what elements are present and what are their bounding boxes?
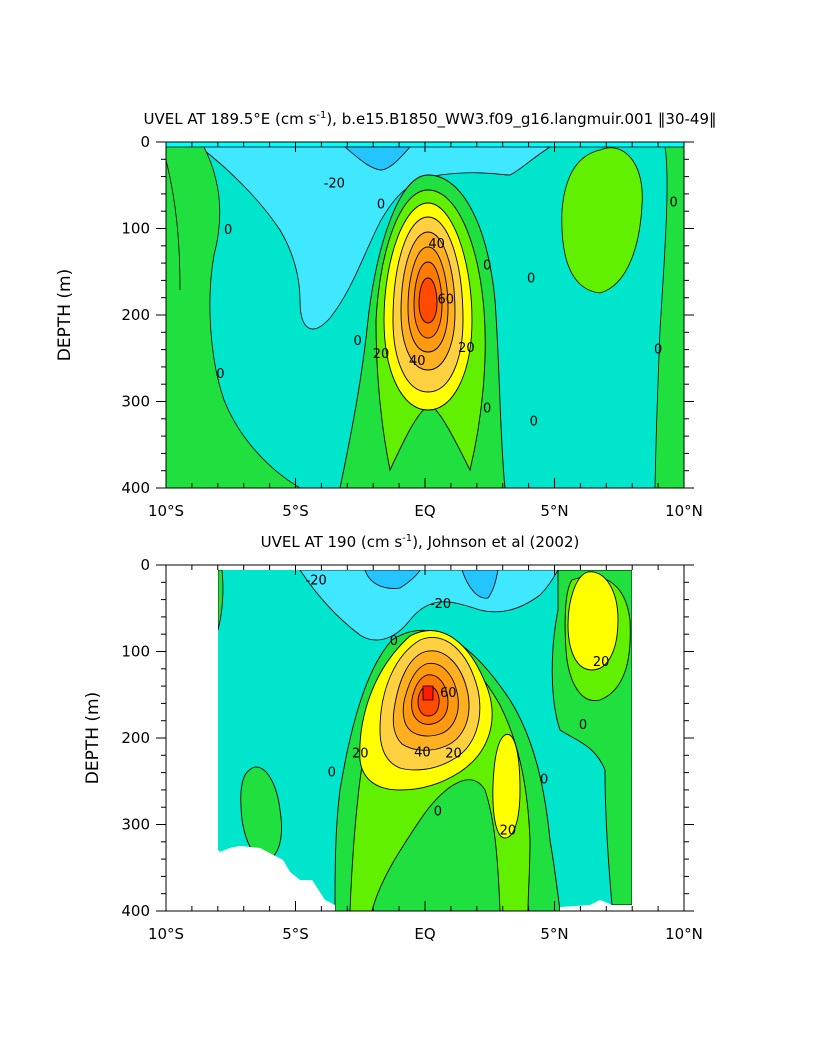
contour-label: 0 (669, 196, 677, 211)
contour-fill-east-lime (561, 147, 643, 294)
contour-label: 0 (483, 401, 491, 416)
contour-label: 0 (527, 272, 535, 287)
contour-label: 20 (500, 824, 517, 839)
panel-model: UVEL AT 189.5°E (cm s-1), b.e15.B1850_WW… (55, 110, 717, 520)
contour-label: 0 (434, 805, 442, 820)
x-tick-label: 5°S (282, 502, 309, 520)
contour-label: 60 (440, 686, 457, 701)
contour-fill-neg20-to-neg30 (364, 569, 421, 589)
contour-fill-neg20-to-neg30 (461, 569, 499, 599)
y-tick-label: 400 (121, 902, 150, 920)
contour-fill-neg10-to-neg20 (198, 146, 552, 330)
contour-label: 0 (530, 414, 538, 429)
contour-label: 0 (654, 343, 662, 358)
contour-label: 0 (224, 223, 232, 238)
contour-label: 0 (579, 718, 587, 733)
y-tick-label: 200 (121, 306, 150, 324)
contour-label: 0 (390, 634, 398, 649)
contour-label: 20 (352, 747, 369, 762)
x-tick-label: 10°S (148, 925, 184, 943)
panel-obs-contour-labels: -20 -20 0 60 20 40 20 0 0 20 0 20 0 (306, 574, 610, 839)
contour-fill-east-yellow (567, 571, 619, 671)
contour-label: 40 (428, 237, 445, 252)
x-tick-label: EQ (414, 502, 435, 520)
y-tick-label: 100 (121, 643, 150, 661)
contour-fill-west-edge (217, 569, 224, 631)
contour-label: -20 (306, 574, 327, 589)
contour-label: 20 (593, 655, 610, 670)
x-tick-label: 5°S (282, 925, 309, 943)
y-tick-label: 100 (121, 220, 150, 238)
contour-label: 0 (540, 773, 548, 788)
contour-label: 20 (373, 347, 390, 362)
y-tick-label: 300 (121, 393, 150, 411)
contour-line (166, 159, 181, 291)
contour-fill-3n-jet (492, 733, 521, 839)
panel-obs-nodata-mask (166, 565, 335, 911)
contour-label: -20 (430, 597, 451, 612)
panel-model-contour-field: -20 0 0 0 0 40 60 20 40 20 0 0 0 0 0 0 (166, 142, 684, 488)
contour-label: 0 (354, 334, 362, 349)
panel-obs-contour-field: -20 -20 0 60 20 40 20 0 0 20 0 20 0 (217, 569, 633, 911)
y-tick-label: 200 (121, 729, 150, 747)
jet-fill-70 (418, 277, 438, 324)
contour-label: 0 (216, 367, 224, 382)
panel-model-ylabel: DEPTH (m) (55, 269, 75, 361)
contour-label: 0 (483, 259, 491, 274)
x-tick-label: EQ (414, 925, 435, 943)
contour-fill-neg20-to-neg30 (343, 146, 411, 171)
contour-label: -20 (324, 177, 345, 192)
contour-label: 0 (328, 766, 336, 781)
x-tick-label: 10°N (665, 925, 703, 943)
y-tick-label: 0 (140, 133, 150, 151)
panel-obs: UVEL AT 190 (cm s-1), Johnson et al (200… (83, 533, 703, 943)
jet-fill-core (422, 685, 434, 701)
panel-model-title: UVEL AT 189.5°E (cm s-1), b.e15.B1850_WW… (143, 110, 716, 129)
y-tick-label: 0 (140, 556, 150, 574)
x-tick-label: 5°N (540, 502, 568, 520)
contour-fill-west-positive (166, 146, 301, 488)
contour-label: 20 (445, 747, 462, 762)
x-tick-label: 10°S (148, 502, 184, 520)
panel-obs-ylabel: DEPTH (m) (83, 692, 103, 784)
contour-label: 40 (414, 746, 431, 761)
contour-label: 20 (458, 341, 475, 356)
panel-obs-nodata-mask-east (560, 565, 684, 911)
contour-label: 0 (377, 197, 385, 212)
contour-label: 60 (437, 292, 454, 307)
contour-label: 40 (409, 354, 426, 369)
x-tick-label: 5°N (540, 925, 568, 943)
y-tick-label: 300 (121, 816, 150, 834)
y-tick-label: 400 (121, 479, 150, 497)
panel-obs-title: UVEL AT 190 (cm s-1), Johnson et al (200… (261, 533, 580, 551)
contour-fill-east-positive (545, 146, 684, 488)
x-tick-label: 10°N (665, 502, 703, 520)
panel-model-contour-labels: -20 0 0 0 0 40 60 20 40 20 0 0 0 0 0 0 (216, 177, 678, 430)
